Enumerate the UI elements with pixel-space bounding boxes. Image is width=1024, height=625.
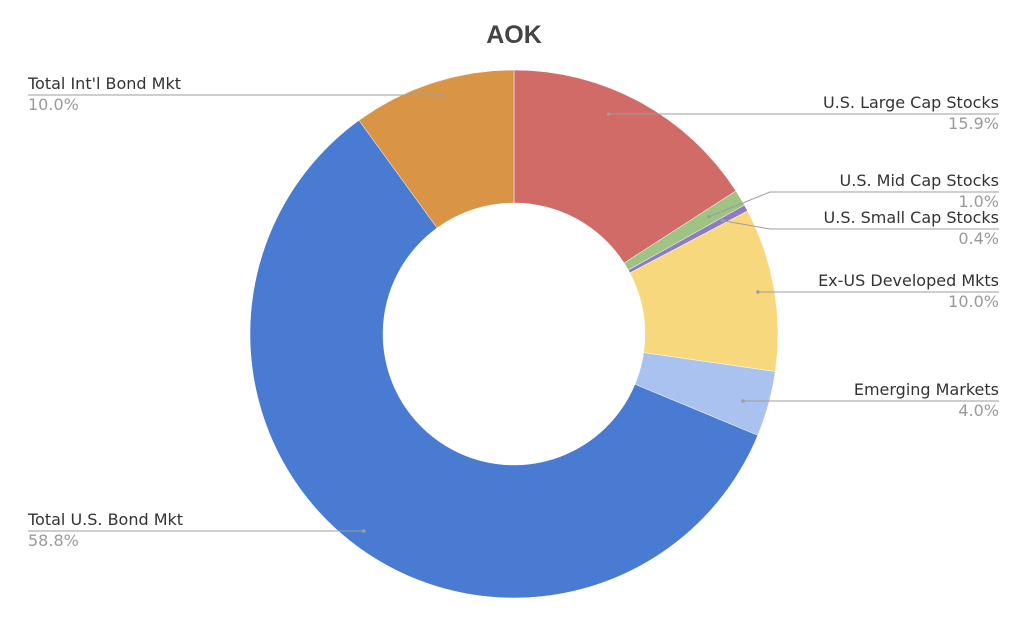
leader-line [708, 191, 999, 218]
leader-dot [707, 214, 711, 219]
slice-percent: 1.0% [958, 192, 999, 211]
leader-dot [440, 93, 445, 97]
slice-u-s-large-cap-stocks[interactable] [513, 69, 737, 264]
slice-percent: 10.0% [28, 95, 79, 114]
leader-dot [361, 529, 366, 533]
slice-percent: 4.0% [958, 401, 999, 420]
chart-title: AOK [486, 21, 542, 49]
leader-dot [720, 218, 725, 223]
leader-dot [606, 112, 611, 116]
slice-total-int-l-bond-mkt[interactable] [358, 69, 515, 229]
leader-dot [741, 399, 745, 403]
slice-percent: 0.4% [958, 229, 999, 248]
slice-label: Ex-US Developed Mkts [818, 271, 999, 290]
slice-label: Total Int'l Bond Mkt [27, 74, 181, 93]
slice-percent: 58.8% [28, 531, 79, 550]
slice-label: Total U.S. Bond Mkt [27, 510, 183, 529]
labels-layer: U.S. Large Cap Stocks 15.9% U.S. Mid Cap S… [27, 74, 999, 550]
slice-percent: 10.0% [948, 292, 999, 311]
slice-total-u-s-bond-mkt[interactable] [249, 119, 759, 599]
slice-label: U.S. Mid Cap Stocks [840, 171, 999, 190]
slice-label: U.S. Large Cap Stocks [823, 93, 999, 112]
slices-layer [249, 69, 779, 599]
slice-label: U.S. Small Cap Stocks [824, 208, 999, 227]
leader-dot [756, 290, 760, 294]
leader-line [722, 220, 999, 230]
slice-label: Emerging Markets [854, 380, 999, 399]
slice-percent: 15.9% [948, 114, 999, 133]
